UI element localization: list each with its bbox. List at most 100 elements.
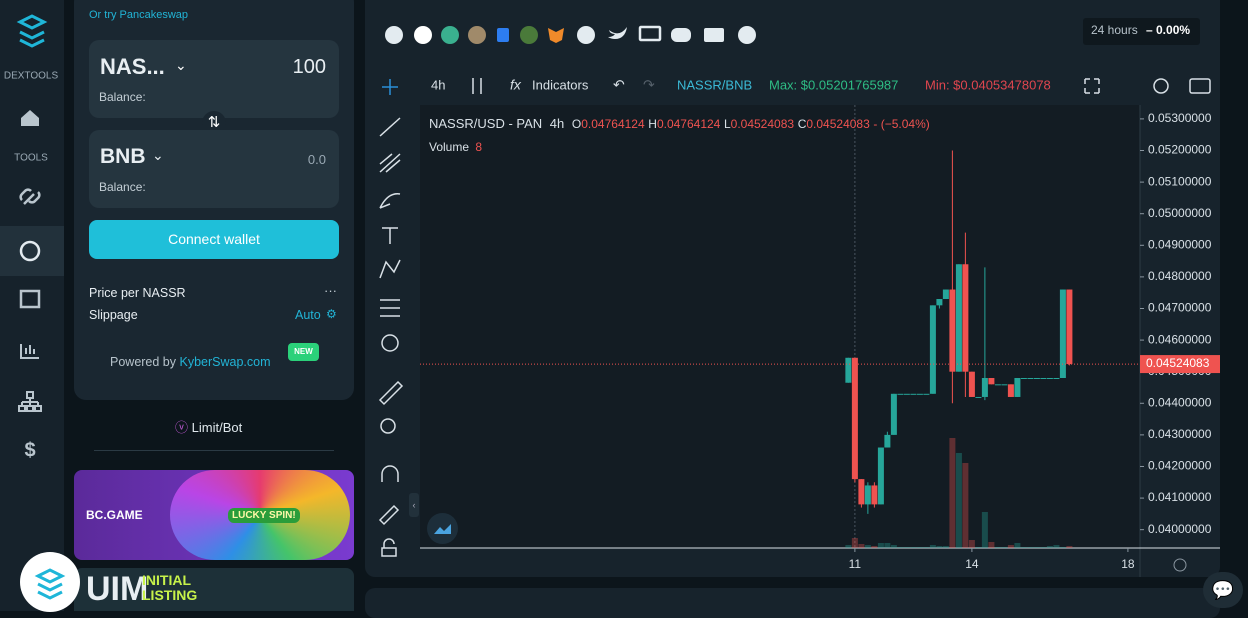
volume-bar [864,545,871,548]
telegram-icon[interactable] [577,26,595,44]
collapse-toolbar[interactable]: ‹ [409,493,419,517]
section-label: TOOLS [14,153,48,164]
provider-link[interactable]: KyberSwap.com [179,355,271,369]
ruler-tool[interactable] [378,380,404,406]
website-icon[interactable] [638,25,662,42]
fx-icon[interactable]: fx [510,77,522,93]
connect-wallet-button[interactable]: Connect wallet [89,220,339,259]
price-label: Price per NASSR [89,286,186,300]
candle-body [1007,384,1014,397]
pulse-icon[interactable] [19,240,41,262]
candle-body [1053,378,1060,380]
fib-tool[interactable] [379,153,401,173]
crosshair-tool[interactable] [382,79,398,95]
tree-icon[interactable] [18,391,42,412]
text-tool[interactable] [382,227,398,244]
ohlc-value: 0.04524083 [806,117,870,131]
volume-bar [890,545,897,548]
to-token[interactable]: BNB [100,145,146,168]
app-logo[interactable] [20,552,80,612]
undo-button[interactable]: ↶ [613,77,625,93]
brush-tool[interactable] [379,193,401,209]
chat-button[interactable]: 💬 [1203,572,1243,608]
tradingview-logo[interactable] [427,513,458,544]
discord-icon[interactable] [671,28,691,42]
twitter-icon[interactable] [608,27,627,39]
share-icon[interactable] [385,26,403,44]
token-icon[interactable] [468,26,486,44]
candle-body [988,378,995,385]
candle-body [1014,378,1021,397]
logo[interactable] [16,14,48,48]
candle-type-button[interactable] [472,78,482,94]
from-chevron[interactable]: ⌄ [175,57,187,73]
candle-body [1033,378,1040,380]
interval-button[interactable]: 4h [431,77,445,92]
facebook-icon[interactable] [738,26,756,44]
metamask-icon[interactable] [548,28,564,43]
token-icon[interactable] [414,26,432,44]
lock-icon[interactable] [497,28,509,42]
pancakeswap-link[interactable]: Or try Pancakeswap [89,9,189,21]
volume-bar [858,544,865,548]
slippage-gear[interactable]: ⚙ [326,307,337,321]
uim-ad[interactable]: UIM INITIAL LISTING [74,568,354,611]
lock-drawings-tool[interactable] [378,504,400,526]
slippage-value[interactable]: Auto [295,308,321,322]
ohlc-change: - (−5.04%) [873,117,930,131]
from-box [89,40,339,118]
pair-link[interactable]: NASSR/BNB [677,77,752,92]
token-icon[interactable] [520,26,538,44]
ohlc-key: H [648,117,657,131]
volume-bar [968,540,975,548]
token-icon[interactable] [441,26,459,44]
candle-body [994,384,1001,386]
candle-body [1040,378,1047,380]
dollar-icon[interactable]: $ [24,439,35,461]
volume-bar [871,546,878,548]
candle-body [1027,378,1034,380]
candle-body [923,393,930,395]
from-balance: Balance: [99,90,146,104]
candle-body [955,264,962,372]
bc-game-ad[interactable]: BC.GAME LUCKY SPIN! [74,470,354,560]
ohlc-close: C0.04524083 [798,117,870,131]
candle-body [910,393,917,395]
trend-line-tool[interactable] [379,117,401,137]
settings-button[interactable] [1153,78,1169,94]
time-settings[interactable] [1173,558,1187,572]
screenshot-button[interactable] [1189,78,1211,94]
last-price-label: 0.04524083 [1146,356,1210,370]
indicators-button[interactable]: Indicators [532,77,589,92]
to-amount[interactable]: 0.0 [307,152,326,167]
candle-body [897,393,904,395]
redo-button[interactable]: ↷ [643,77,655,93]
active-item[interactable] [0,226,64,276]
limit-bot-text[interactable]: Limit/Bot [191,420,243,435]
volume-value: 8 [475,140,483,154]
limit-bot-icon: ⓥ [175,420,189,435]
wheel-text: LUCKY SPIN! [228,508,300,523]
unlock-tool[interactable] [381,538,397,557]
candle-body [975,396,982,398]
x-tick-label: 11 [849,557,862,571]
pattern-tool[interactable] [379,259,401,279]
link-icon[interactable] [19,188,41,205]
limit-bot-link[interactable]: ⓥ Limit/Bot [175,417,242,436]
layout-icon[interactable] [19,289,41,309]
ohlc-key: L [723,117,731,131]
from-amount[interactable]: 100 [292,56,326,78]
measure-tool[interactable] [380,299,400,317]
magnet-tool[interactable] [381,465,399,482]
fullscreen-button[interactable] [1084,78,1100,94]
home-icon[interactable] [21,110,39,126]
more-menu[interactable]: ··· [324,283,337,298]
volume-bar [1046,546,1053,548]
from-token[interactable]: NAS... [100,54,165,79]
emoji-tool[interactable] [381,334,399,352]
tradingview-icon [434,524,451,534]
stats-icon[interactable] [20,344,39,359]
zoom-tool[interactable] [380,418,396,434]
email-icon[interactable] [704,28,724,42]
to-chevron[interactable]: ⌄ [152,147,164,163]
